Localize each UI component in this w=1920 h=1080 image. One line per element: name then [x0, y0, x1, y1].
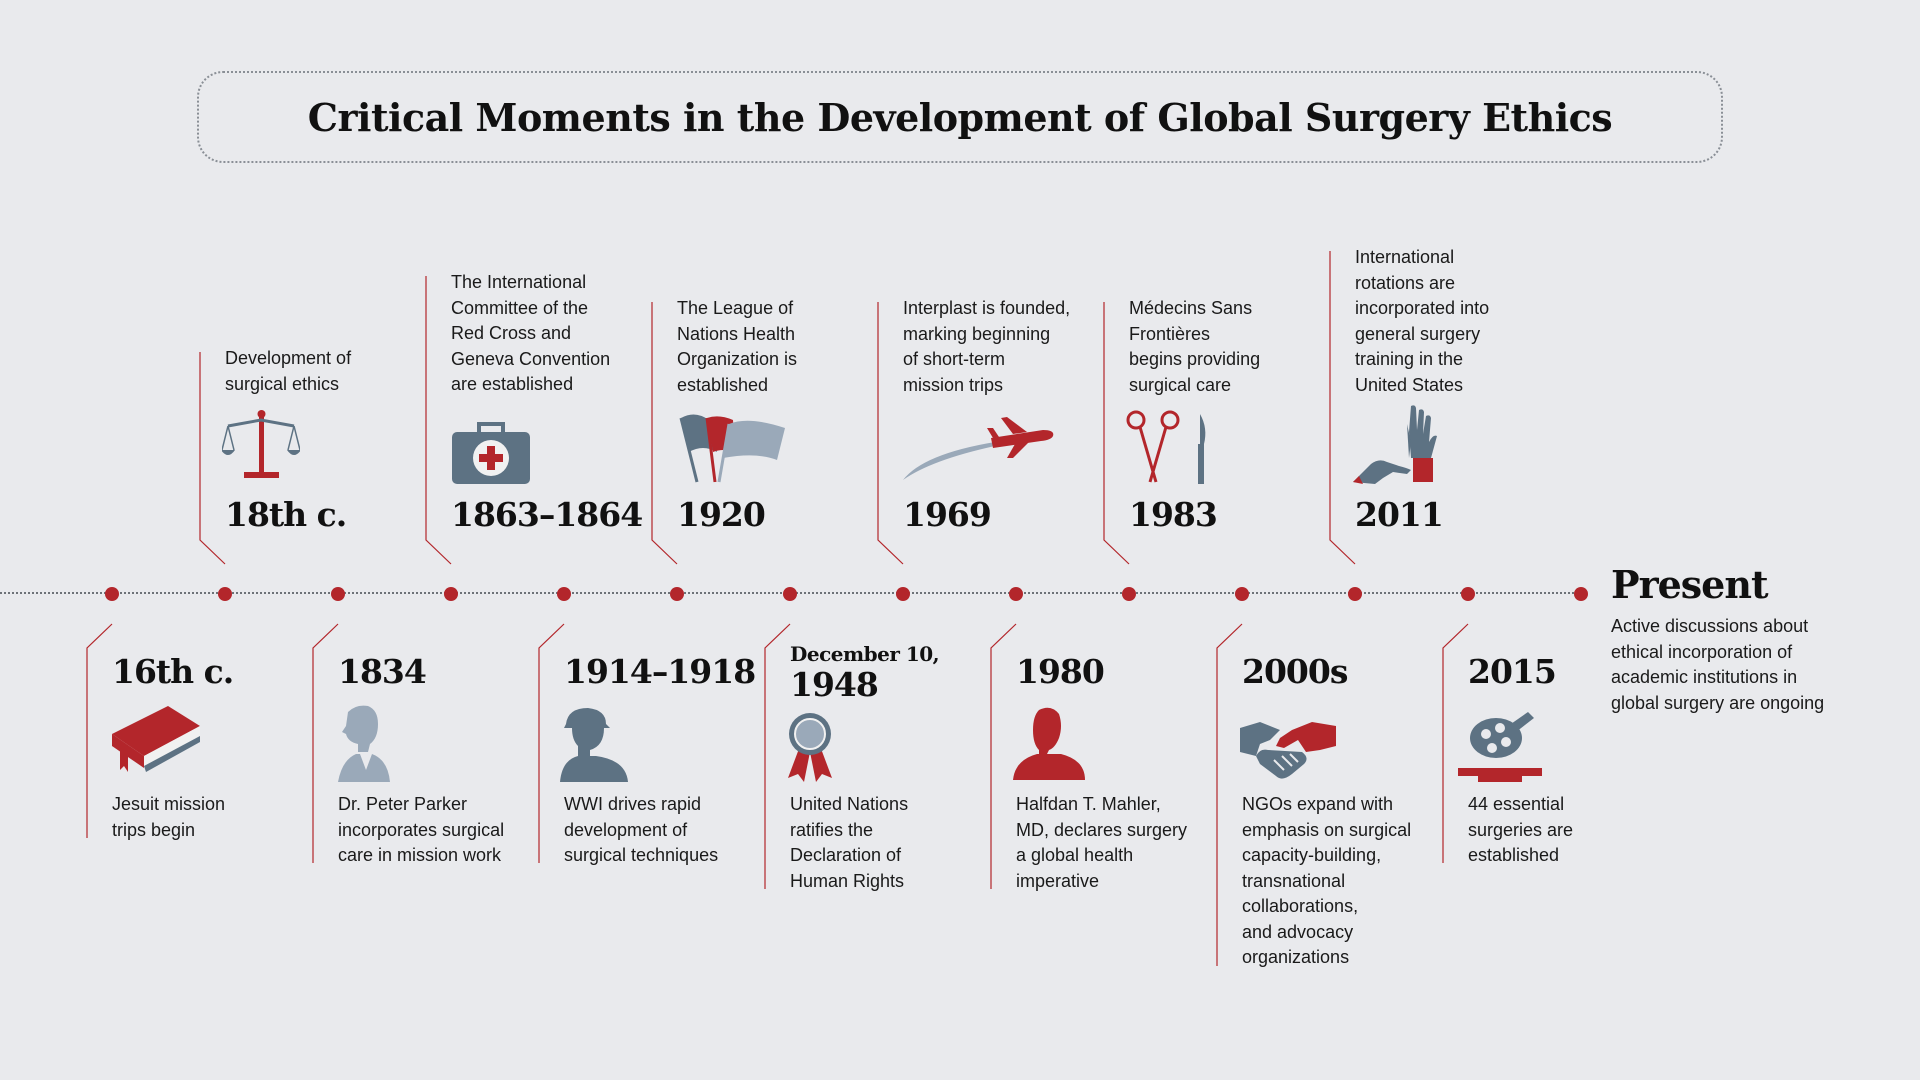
- timeline-dot: [1574, 587, 1588, 601]
- timeline-dot: [105, 587, 119, 601]
- event-year-1863: 1863–1864: [451, 495, 643, 534]
- event-text-2000s: NGOs expand with emphasis on surgical ca…: [1242, 794, 1412, 967]
- timeline-dot: [1009, 587, 1023, 601]
- event-date-1948: December 10,: [790, 642, 940, 666]
- event-year-1969: 1969: [903, 495, 992, 534]
- present-label: Present: [1611, 562, 1769, 607]
- airplane-icon: [903, 417, 1054, 480]
- first-aid-kit-icon: [452, 422, 530, 484]
- timeline-dot: [1122, 587, 1136, 601]
- leader-bottom-1834: [312, 623, 339, 863]
- timeline-dot: [1461, 587, 1475, 601]
- event-year-1914: 1914–1918: [564, 652, 756, 691]
- event-year-18th: 18th c.: [225, 495, 347, 534]
- event-text-2011: International rotations are incorporated…: [1355, 247, 1490, 395]
- event-text-1948: United Nations ratifies the Declaration …: [790, 794, 909, 891]
- timeline-dot: [896, 587, 910, 601]
- leader-bottom-2000s: [1216, 623, 1243, 966]
- leader-top-1920: [651, 302, 678, 565]
- event-year-16th: 16th c.: [112, 652, 234, 691]
- timeline-dot: [444, 587, 458, 601]
- surgical-lamp-icon: [1458, 712, 1542, 782]
- flags-icon: [679, 414, 785, 483]
- person-bust-icon: [1013, 707, 1085, 780]
- timeline-dot: [783, 587, 797, 601]
- leader-top-2011: [1329, 251, 1356, 565]
- event-year-2015: 2015: [1468, 652, 1557, 691]
- timeline-dot: [557, 587, 571, 601]
- leader-bottom-16th: [86, 623, 113, 838]
- leader-top-1863: [425, 276, 452, 565]
- event-text-1980: Halfdan T. Mahler, MD, declares surgery …: [1016, 794, 1188, 891]
- scales-icon: [222, 410, 300, 478]
- event-year-2000s: 2000s: [1242, 652, 1348, 691]
- event-text-1969: Interplast is founded, marking beginning…: [903, 298, 1071, 395]
- timeline-dot: [1348, 587, 1362, 601]
- soldier-icon: [560, 708, 628, 782]
- timeline-dot: [218, 587, 232, 601]
- event-year-1983: 1983: [1129, 495, 1218, 534]
- book-icon: [112, 706, 200, 772]
- portrait-icon: [338, 705, 390, 782]
- event-text-2015: 44 essential surgeries are established: [1468, 794, 1574, 865]
- title-box: Critical Moments in the Development of G…: [197, 71, 1723, 163]
- event-text-1834: Dr. Peter Parker incorporates surgical c…: [338, 794, 505, 865]
- event-text-1983: Médecins Sans Frontières begins providin…: [1129, 298, 1261, 395]
- event-year-1980: 1980: [1016, 652, 1105, 691]
- event-year-2011: 2011: [1355, 495, 1444, 534]
- timeline-dot: [1235, 587, 1249, 601]
- event-year-1920: 1920: [677, 495, 766, 534]
- event-year-1834: 1834: [338, 652, 427, 691]
- surgical-tools-icon: [1126, 410, 1206, 484]
- event-text-18th: Development of surgical ethics: [225, 348, 352, 394]
- event-text-1920: The League of Nations Health Organizatio…: [677, 298, 798, 395]
- timeline-dot: [670, 587, 684, 601]
- event-text-1914: WWI drives rapid development of surgical…: [564, 794, 719, 865]
- ribbon-award-icon: [788, 713, 832, 782]
- event-text-16th: Jesuit mission trips begin: [112, 794, 226, 840]
- event-text-1863: The International Committee of the Red C…: [451, 272, 611, 394]
- event-year-1948: 1948: [790, 665, 879, 704]
- page-title: Critical Moments in the Development of G…: [307, 94, 1613, 140]
- glove-icon: [1353, 405, 1437, 484]
- leader-top-1969: [877, 302, 904, 565]
- present-text: Active discussions about ethical incorpo…: [1611, 616, 1825, 713]
- timeline-dot: [331, 587, 345, 601]
- handshake-icon: [1240, 722, 1336, 779]
